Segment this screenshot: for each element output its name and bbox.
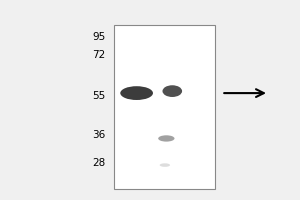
Text: 95: 95 (92, 32, 105, 42)
Text: 55: 55 (92, 91, 105, 101)
Ellipse shape (120, 86, 153, 100)
Bar (114, 25, 215, 189)
Ellipse shape (160, 163, 170, 167)
Ellipse shape (158, 135, 175, 142)
Text: 36: 36 (92, 130, 105, 140)
Text: 28: 28 (92, 158, 105, 168)
Ellipse shape (163, 85, 182, 97)
Text: 72: 72 (92, 50, 105, 60)
